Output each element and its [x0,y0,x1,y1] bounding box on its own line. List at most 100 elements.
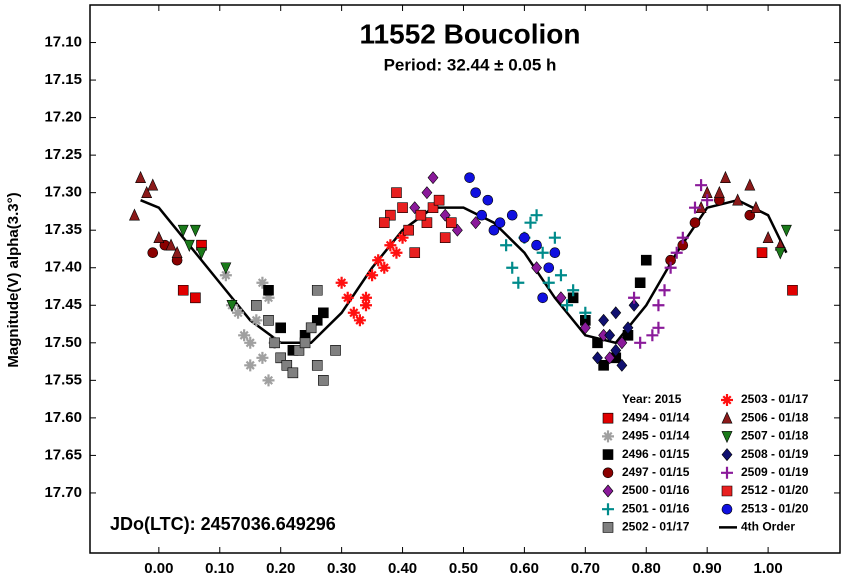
data-point [403,224,414,236]
data-point [171,246,183,259]
data-point [147,247,159,258]
legend-label: 4th Order [741,520,795,534]
x-tick-label: 0.80 [632,560,661,577]
data-point [744,178,756,191]
data-point [421,186,433,200]
data-point [190,292,201,304]
data-point [780,224,792,237]
legend-label: 2496 - 01/15 [622,447,690,461]
legend-marker [721,394,733,406]
legend-label: 2500 - 01/16 [622,483,690,497]
data-point [506,209,518,221]
data-point [311,284,323,296]
data-point [232,306,245,319]
legend-label: 2503 - 01/17 [741,392,809,406]
x-tick-label: 0.00 [144,560,173,577]
data-point [439,208,451,222]
legend-label: 2501 - 01/16 [622,501,690,515]
data-point [335,276,348,289]
data-point [482,194,494,206]
data-point [445,217,457,228]
data-point [263,314,274,326]
data-point [555,291,567,305]
data-point [409,247,421,259]
legend-marker [602,503,614,516]
data-point [129,208,140,221]
x-tick-label: 0.70 [571,560,600,577]
data-point [579,321,591,335]
data-point [147,178,159,191]
data-point [787,284,798,296]
data-point [537,292,548,303]
x-tick-label: 0.60 [510,560,539,577]
data-point [604,328,616,342]
legend-label: 2495 - 01/14 [622,429,690,443]
data-point [701,194,714,207]
data-point [251,299,262,311]
data-point [196,247,207,260]
data-point [262,291,275,304]
data-point [689,217,701,228]
annotation: JDo(LTC): 2457036.649296 [110,514,336,534]
data-point [567,284,580,297]
data-point [542,276,555,289]
legend-marker [602,522,614,533]
data-point [311,360,323,371]
data-point [610,343,622,357]
legend-label: 2512 - 01/20 [741,483,809,497]
data-point [299,337,311,349]
legend-marker [602,430,614,443]
data-point [390,246,403,259]
y-tick-label: 17.25 [44,146,82,163]
data-point [238,329,251,342]
legend-marker [721,411,733,424]
legend-label: 2502 - 01/17 [622,520,690,534]
data-point [177,224,189,237]
data-point [220,262,232,275]
data-point [531,261,542,275]
data-point [598,313,609,327]
data-point [488,224,500,236]
data-point [628,298,640,312]
legend-marker [721,485,733,497]
data-point [640,254,652,266]
x-tick-label: 0.50 [449,560,478,577]
legend-marker [721,448,733,462]
data-point [250,314,263,327]
data-point [579,306,592,319]
data-point [244,359,257,372]
data-point [628,291,641,304]
data-point [774,247,786,260]
data-point [359,291,372,304]
legend-marker [602,412,614,424]
legend-label: 2509 - 01/19 [741,465,809,479]
data-point [256,276,269,289]
data-point [549,247,561,258]
data-point [530,209,543,222]
legend-label: 2494 - 01/14 [622,410,690,424]
data-point [536,246,549,259]
data-point [676,231,689,244]
legend-label: 2507 - 01/18 [741,429,809,443]
data-point [616,336,628,350]
legend-label: 2506 - 01/18 [741,410,809,424]
data-point [141,185,153,198]
data-point [719,170,731,183]
data-point [604,351,616,365]
data-point [305,322,317,334]
data-point [366,269,379,282]
data-point [531,239,542,251]
data-point [275,322,286,334]
y-tick-label: 17.70 [44,484,82,501]
x-tick-label: 0.20 [266,560,295,577]
data-point [713,185,725,198]
data-point [519,232,530,243]
data-point [634,336,647,349]
data-point [494,217,506,228]
chart-title: 11552 Boucolion [360,18,581,49]
legend-marker [602,449,614,460]
data-point [500,239,513,252]
x-tick-label: 0.10 [205,560,234,577]
y-tick-label: 17.40 [44,259,82,276]
data-point [658,284,671,297]
